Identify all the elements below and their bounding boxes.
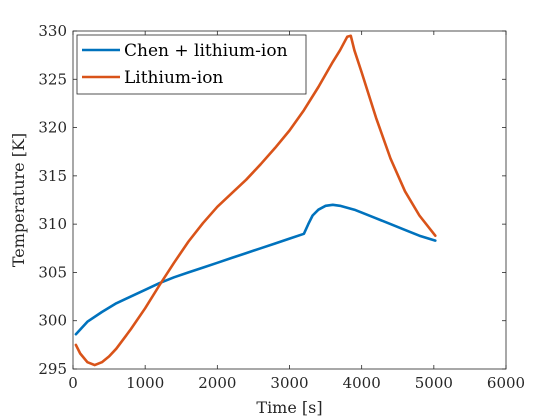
y-tick-label: 315	[38, 167, 67, 185]
x-tick-label: 0	[68, 374, 78, 392]
y-tick-label: 305	[38, 263, 67, 281]
x-tick-label: 3000	[270, 374, 308, 392]
x-tick-label: 4000	[343, 374, 381, 392]
y-tick-label: 310	[38, 215, 67, 233]
y-tick-label: 300	[38, 312, 67, 330]
legend-label-chen: Chen + lithium-ion	[124, 41, 288, 61]
y-tick-label: 295	[38, 360, 67, 378]
x-axis-label: Time [s]	[256, 398, 322, 417]
y-axis-label: Temperature [K]	[9, 133, 28, 267]
y-tick-label: 330	[38, 22, 67, 40]
x-tick-label: 5000	[415, 374, 453, 392]
legend: Chen + lithium-ion Lithium-ion	[77, 35, 306, 94]
x-tick-label: 6000	[487, 374, 525, 392]
y-tick-label: 325	[38, 70, 67, 88]
x-tick-label: 1000	[126, 374, 164, 392]
y-tick-label: 320	[38, 119, 67, 137]
x-tick-label: 2000	[198, 374, 236, 392]
legend-label-lithium-ion: Lithium-ion	[124, 68, 223, 88]
